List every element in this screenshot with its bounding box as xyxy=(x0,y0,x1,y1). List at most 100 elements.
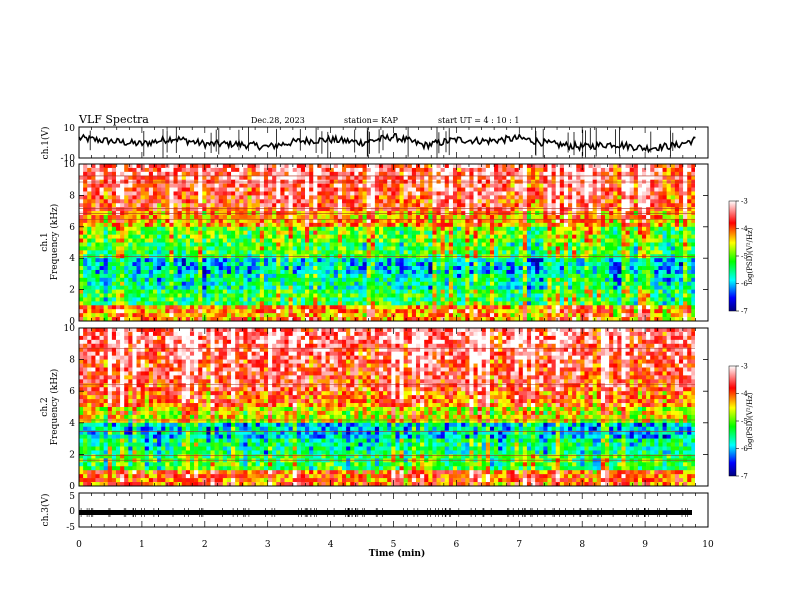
spectrogram-cell xyxy=(284,207,289,212)
spectrogram-cell xyxy=(83,175,88,180)
spectrogram-cell xyxy=(79,242,84,247)
spectrogram-cell xyxy=(539,195,544,200)
spectrogram-cell xyxy=(337,187,343,192)
spectrogram-cell xyxy=(342,199,347,204)
spectrogram-cell xyxy=(662,218,667,224)
spectrogram-cell xyxy=(251,203,257,208)
spectrogram-cell xyxy=(173,262,178,267)
spectrogram-cell xyxy=(177,171,183,177)
spectrogram-cell xyxy=(346,277,351,283)
spectrogram-cell xyxy=(132,285,137,290)
spectrogram-cell xyxy=(543,273,548,279)
spectrogram-cell xyxy=(263,218,269,224)
spectrogram-cell xyxy=(547,246,552,251)
spectrogram-cell xyxy=(674,258,680,263)
spectrogram-cell xyxy=(666,183,672,188)
spectrogram-cell xyxy=(420,207,425,212)
spectrogram-cell xyxy=(481,183,487,188)
spectrogram-cell xyxy=(378,175,384,180)
spectrogram-cell xyxy=(91,215,96,220)
spectrogram-cell xyxy=(539,164,544,169)
spectrogram-cell xyxy=(596,191,602,196)
spectrogram-cell xyxy=(637,269,643,275)
spectrogram-cell xyxy=(198,164,203,169)
spectrogram-cell xyxy=(539,266,544,271)
spectrogram-cell xyxy=(621,167,626,173)
spectrogram-cell xyxy=(288,242,293,247)
spectrogram-cell xyxy=(650,281,655,286)
spectrogram-cell xyxy=(177,281,183,286)
spectrogram-cell xyxy=(600,242,606,247)
spectrogram-cell xyxy=(189,175,195,180)
spectrogram-cell xyxy=(584,238,589,243)
spectrogram-cell xyxy=(469,183,474,188)
spectrogram-cell xyxy=(444,175,450,180)
spectrogram-cell xyxy=(539,281,544,286)
spectrogram-cell xyxy=(543,226,548,232)
spectrogram-cell xyxy=(563,285,569,290)
spectrogram-cell xyxy=(481,191,487,196)
spectrogram-cell xyxy=(403,258,409,263)
spectrogram-cell xyxy=(358,273,363,279)
spectrogram-cell xyxy=(206,266,211,271)
spectrogram-cell xyxy=(342,195,347,200)
spectrogram-cell xyxy=(165,250,170,255)
spectrogram-cell xyxy=(144,218,150,224)
spectrogram-cell xyxy=(140,195,146,200)
spectrogram-cell xyxy=(350,199,355,204)
spectrogram-cell xyxy=(407,246,413,251)
spectrogram-cell xyxy=(362,187,367,192)
spectrogram-cell xyxy=(650,187,655,192)
spectrogram-cell xyxy=(144,222,150,228)
spectrogram-cell xyxy=(662,215,667,220)
spectrogram-cell xyxy=(642,273,647,279)
spectrogram-cell xyxy=(535,226,540,232)
spectrogram-cell xyxy=(629,187,635,192)
spectrogram-cell xyxy=(251,191,257,196)
spectrogram-cell xyxy=(152,218,158,224)
spectrogram-cell xyxy=(107,203,113,208)
spectrogram-cell xyxy=(276,187,281,192)
spectrogram-cell xyxy=(325,195,330,200)
spectrogram-cell xyxy=(136,183,141,188)
spectrogram-cell xyxy=(485,222,491,228)
spectrogram-cell xyxy=(317,242,322,247)
spectrogram-cell xyxy=(152,195,158,200)
spectrogram-cell xyxy=(625,250,630,255)
spectrogram-cell xyxy=(448,203,454,208)
spectrogram-cell xyxy=(395,215,400,220)
spectrogram-cell xyxy=(646,238,651,243)
spectrogram-cell xyxy=(407,262,413,267)
spectrogram-cell xyxy=(165,203,170,208)
spectrogram-cell xyxy=(642,175,647,180)
spectrogram-cell xyxy=(305,203,310,208)
spectrogram-cell xyxy=(551,246,556,251)
spectrogram-cell xyxy=(95,246,100,251)
spectrogram-cell xyxy=(576,250,581,255)
spectrogram-cell xyxy=(526,250,532,255)
spectrogram-cell xyxy=(165,222,170,228)
spectrogram-cell xyxy=(263,258,269,263)
spectrogram-cell xyxy=(514,250,520,255)
spectrogram-cell xyxy=(111,273,117,279)
spectrogram-cell xyxy=(268,215,273,220)
spectrogram-cell xyxy=(584,285,589,290)
spectrogram-cell xyxy=(337,207,343,212)
spectrogram-cell xyxy=(354,246,359,251)
spectrogram-cell xyxy=(259,191,265,196)
spectrogram-cell xyxy=(214,187,220,192)
spectrogram-cell xyxy=(313,230,318,235)
spectrogram-cell xyxy=(654,277,659,283)
spectrogram-cell xyxy=(543,289,548,294)
spectrogram-cell xyxy=(194,277,199,283)
spectrogram-cell xyxy=(502,218,507,224)
spectrogram-cell xyxy=(296,167,302,173)
spectrogram-cell xyxy=(115,167,121,173)
spectrogram-cell xyxy=(346,250,351,255)
spectrogram-cell xyxy=(124,222,129,228)
spectrogram-cell xyxy=(243,266,248,271)
spectrogram-cell xyxy=(255,277,261,283)
spectrogram-cell xyxy=(251,230,257,235)
spectrogram-cell xyxy=(637,242,643,247)
spectrogram-cell xyxy=(370,285,376,290)
